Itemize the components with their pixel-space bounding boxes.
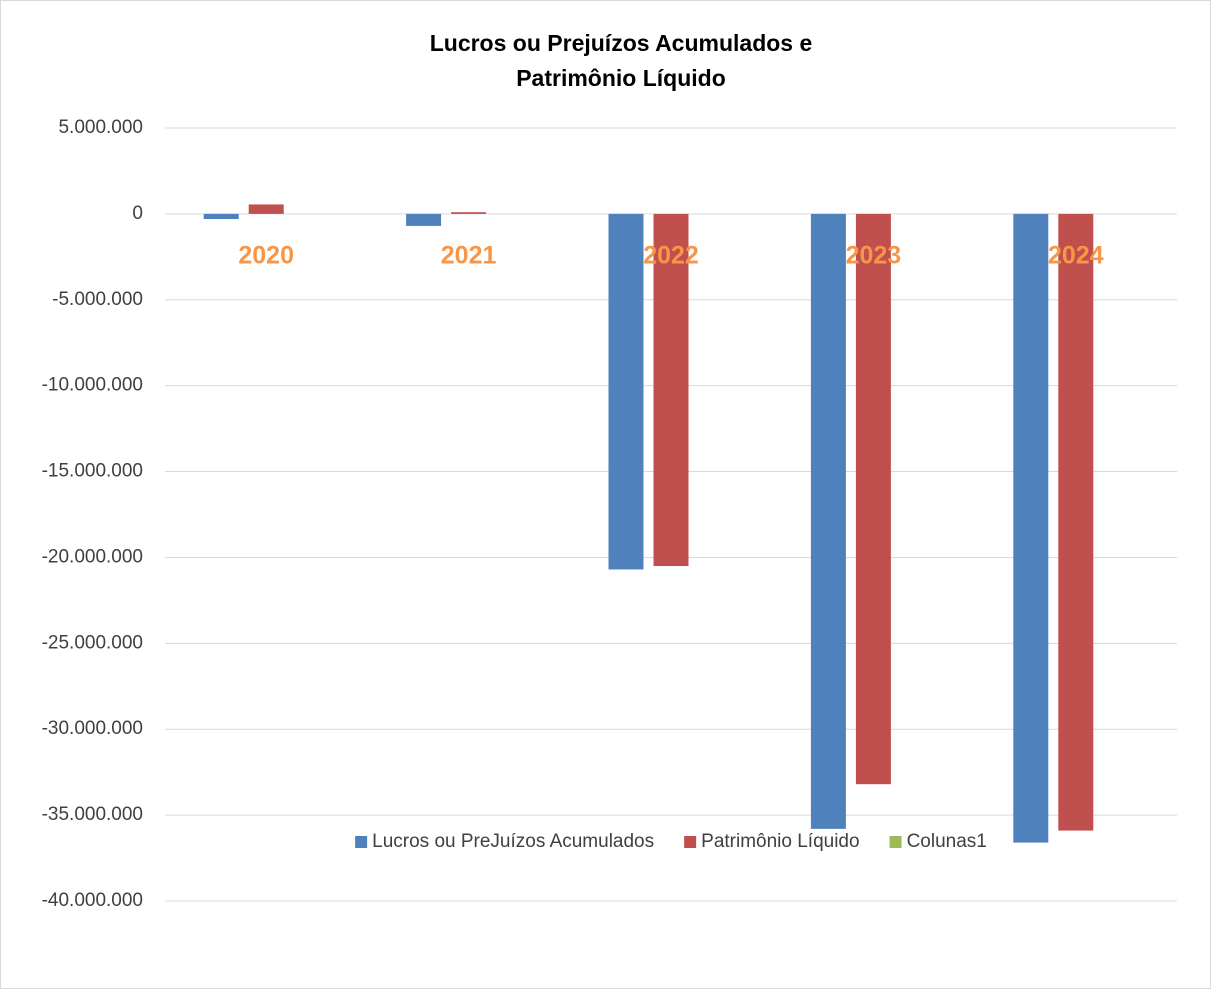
x-tick-label: 2022 — [643, 242, 699, 270]
bar — [1058, 213, 1094, 831]
bar — [810, 213, 846, 829]
bar — [248, 204, 284, 214]
y-tick-label: -20.000.000 — [42, 546, 143, 567]
y-tick-label: -15.000.000 — [42, 461, 143, 482]
legend-swatch — [684, 836, 697, 848]
legend-label: Lucros ou PreJuízos Acumulados — [372, 831, 654, 852]
y-tick-label: 0 — [132, 203, 143, 224]
x-tick-label: 2024 — [1048, 242, 1104, 270]
y-tick-label: -25.000.000 — [42, 632, 143, 653]
y-tick-label: 5.000.000 — [58, 117, 143, 138]
bar — [855, 213, 891, 785]
y-tick-label: -5.000.000 — [52, 289, 143, 310]
bar — [406, 213, 442, 226]
x-tick-label: 2020 — [238, 242, 294, 270]
bar — [1013, 213, 1049, 843]
bar — [451, 212, 487, 214]
x-tick-label: 2023 — [846, 242, 902, 270]
bar — [203, 213, 239, 220]
y-tick-label: -10.000.000 — [42, 375, 143, 396]
legend-label: Colunas1 — [907, 831, 987, 852]
y-tick-label: -40.000.000 — [42, 890, 143, 911]
legend-swatch — [355, 836, 368, 848]
bar — [608, 213, 644, 570]
x-tick-label: 2021 — [441, 242, 497, 270]
chart-title: Lucros ou Prejuízos Acumulados e — [430, 30, 813, 56]
legend-swatch — [889, 836, 902, 848]
legend-label: Patrimônio Líquido — [701, 831, 859, 852]
chart-title: Patrimônio Líquido — [516, 65, 726, 91]
bar — [653, 213, 689, 567]
y-tick-label: -35.000.000 — [42, 804, 143, 825]
y-tick-label: -30.000.000 — [42, 718, 143, 739]
